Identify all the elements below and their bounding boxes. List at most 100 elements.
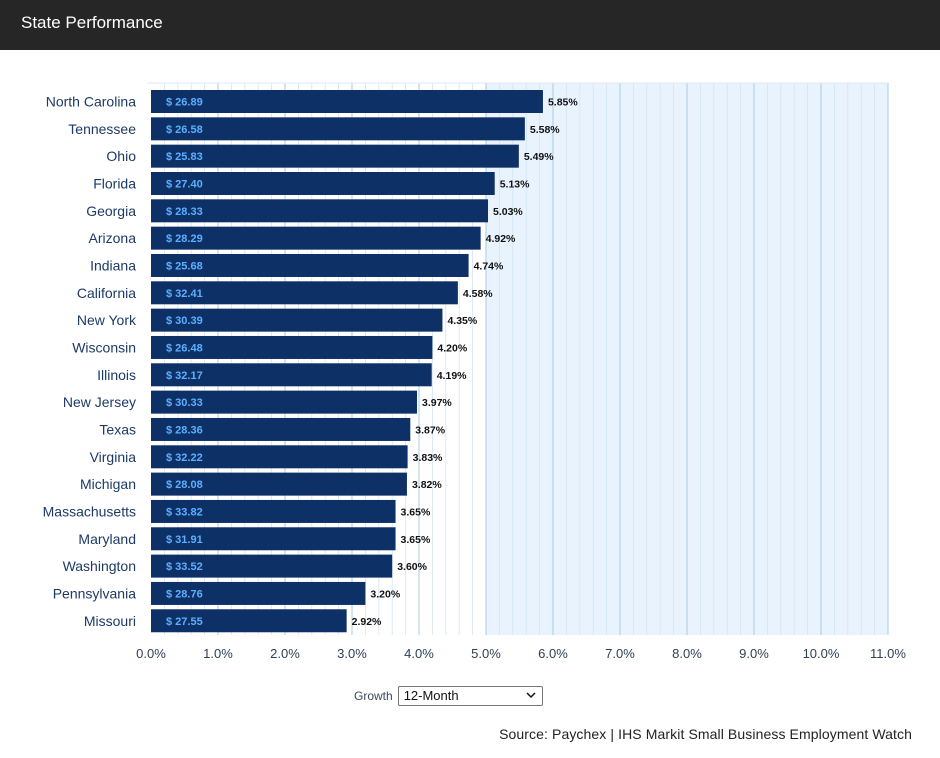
growth-control: Growth 12-Month	[354, 686, 543, 706]
category-label: Massachusetts	[43, 503, 136, 519]
bar	[151, 499, 396, 523]
category-label: Ohio	[106, 148, 136, 164]
bar	[151, 554, 393, 578]
bar	[151, 609, 347, 633]
bar	[151, 527, 396, 551]
page-title: State Performance	[21, 13, 163, 32]
bar-value-label: 5.49%	[524, 151, 554, 163]
bar-wage-label: $ 28.08	[166, 479, 203, 491]
bar-value-label: 5.85%	[548, 97, 578, 109]
bar-value-label: 5.13%	[500, 178, 530, 190]
category-label: California	[77, 285, 136, 301]
category-label: Maryland	[78, 531, 136, 547]
x-tick-label: 0.0%	[136, 646, 166, 661]
bar	[151, 117, 525, 141]
bar-wage-label: $ 26.48	[166, 342, 203, 354]
category-label: Indiana	[90, 257, 136, 273]
bar-wage-label: $ 28.36	[166, 424, 203, 436]
source-caption: Source: Paychex | IHS Markit Small Busin…	[499, 726, 912, 742]
bar-value-label: 4.58%	[463, 288, 493, 300]
bar-wage-label: $ 32.17	[166, 370, 203, 382]
x-tick-label: 1.0%	[203, 646, 233, 661]
x-tick-label: 2.0%	[270, 646, 300, 661]
bar	[151, 199, 489, 223]
bar-value-label: 3.20%	[370, 588, 400, 600]
bar-value-label: 4.92%	[486, 233, 516, 245]
category-label: Georgia	[86, 203, 136, 219]
bar-wage-label: $ 25.68	[166, 260, 203, 272]
growth-label: Growth	[354, 689, 393, 703]
bar-wage-label: $ 32.41	[166, 288, 203, 300]
category-label: Tennessee	[68, 121, 136, 137]
bar-value-label: 3.97%	[422, 397, 452, 409]
bar-wage-label: $ 28.33	[166, 206, 203, 218]
bar-wage-label: $ 28.76	[166, 588, 203, 600]
category-label: New York	[77, 312, 137, 328]
x-tick-label: 11.0%	[870, 646, 906, 661]
bar-wage-label: $ 30.33	[166, 397, 203, 409]
bar-wage-label: $ 33.52	[166, 561, 203, 573]
category-label: Michigan	[80, 476, 136, 492]
bar	[151, 335, 433, 359]
bar	[151, 253, 469, 277]
bar-wage-label: $ 26.58	[166, 124, 203, 136]
bar-wage-label: $ 33.82	[166, 506, 203, 518]
bar	[151, 472, 407, 496]
category-label: Washington	[63, 558, 136, 574]
bar	[151, 281, 458, 305]
bar	[151, 363, 432, 387]
bar-value-label: 4.35%	[447, 315, 477, 327]
category-label: Florida	[93, 175, 136, 191]
bar-wage-label: $ 27.55	[166, 616, 203, 628]
category-label: New Jersey	[63, 394, 136, 410]
bar	[151, 581, 366, 605]
bar	[151, 445, 408, 469]
bar-wage-label: $ 25.83	[166, 151, 203, 163]
category-label: Pennsylvania	[53, 585, 136, 601]
category-label: North Carolina	[46, 94, 136, 110]
bar-value-label: 4.19%	[437, 370, 467, 382]
x-tick-label: 8.0%	[672, 646, 702, 661]
bar	[151, 171, 495, 195]
x-tick-label: 10.0%	[803, 646, 840, 661]
bar	[151, 308, 443, 332]
bar-wage-label: $ 26.89	[166, 97, 203, 109]
bar-value-label: 5.03%	[493, 206, 523, 218]
bar-wage-label: $ 31.91	[166, 534, 203, 546]
category-label: Missouri	[84, 613, 136, 629]
category-label: Illinois	[97, 367, 136, 383]
bar	[151, 226, 481, 250]
bar	[151, 417, 411, 441]
bar	[151, 144, 519, 168]
category-label: Virginia	[90, 449, 137, 465]
bar-value-label: 3.65%	[401, 506, 431, 518]
x-tick-label: 4.0%	[404, 646, 434, 661]
bar-value-label: 3.83%	[413, 452, 443, 464]
header-bar: State Performance	[0, 0, 940, 50]
category-label: Arizona	[89, 230, 137, 246]
growth-select-value: 12-Month	[403, 688, 459, 703]
bar-value-label: 3.65%	[401, 534, 431, 546]
x-tick-label: 3.0%	[337, 646, 367, 661]
state-performance-chart: 0.0% 1.0% 2.0% 3.0% 4.0% 5.0% 6.0% 7.0% 8.0% 9.0%…	[43, 82, 906, 661]
bar-value-label: 4.74%	[474, 260, 504, 272]
growth-select[interactable]: 12-Month	[397, 686, 543, 706]
x-tick-label: 9.0%	[739, 646, 769, 661]
bar-value-label: 3.87%	[415, 424, 445, 436]
bar-wage-label: $ 28.29	[166, 233, 203, 245]
category-label: Texas	[99, 421, 136, 437]
bar-wage-label: $ 30.39	[166, 315, 203, 327]
category-label: Wisconsin	[72, 339, 136, 355]
bar	[151, 390, 417, 414]
x-tick-label: 5.0%	[471, 646, 501, 661]
bar-value-label: 3.82%	[412, 479, 442, 491]
chevron-down-icon	[526, 692, 536, 699]
bar-wage-label: $ 27.40	[166, 178, 203, 190]
x-tick-label: 6.0%	[538, 646, 568, 661]
bar-value-label: 3.60%	[397, 561, 427, 573]
bar-value-label: 5.58%	[530, 124, 560, 136]
bar-value-label: 4.20%	[437, 342, 467, 354]
bar-wage-label: $ 32.22	[166, 452, 203, 464]
bar-value-label: 2.92%	[352, 616, 382, 628]
bar	[151, 90, 543, 113]
